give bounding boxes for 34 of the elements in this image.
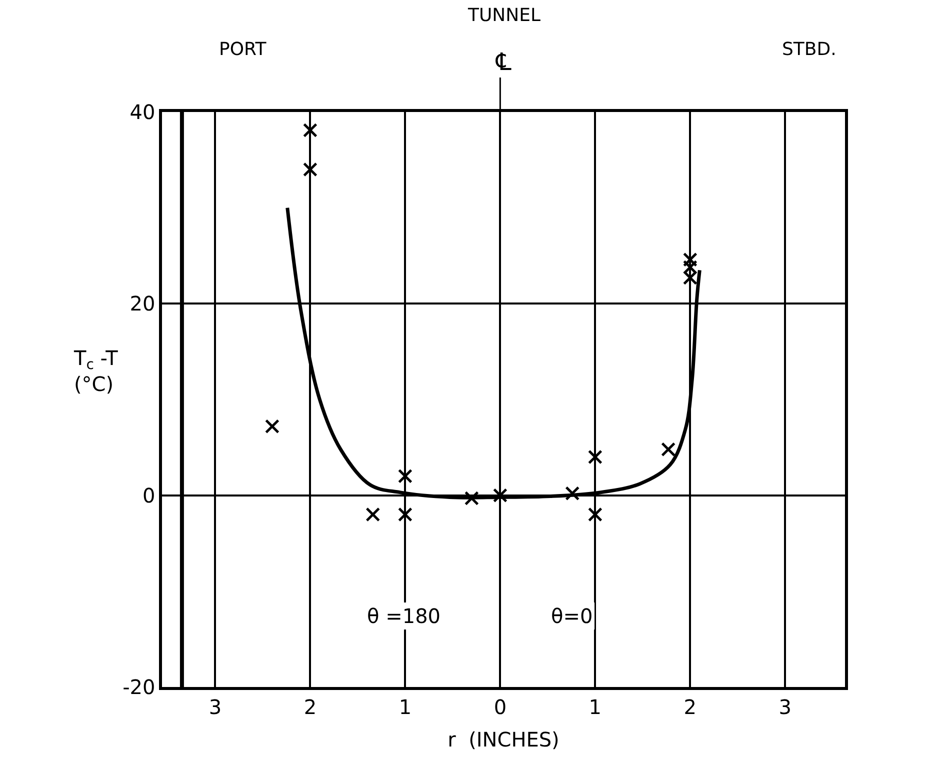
annotation: θ=0 — [551, 604, 593, 628]
text: ℄ — [495, 48, 512, 76]
annotation: θ =180 — [367, 604, 441, 628]
point — [464, 490, 479, 506]
point — [661, 442, 676, 457]
y-tick-label: 40 — [130, 100, 156, 124]
x-tick-label: 2 — [304, 694, 317, 719]
point — [588, 507, 602, 522]
point — [398, 507, 412, 522]
point — [302, 162, 318, 177]
x-axis-title: r (INCHES) — [448, 727, 560, 752]
y-tick-label: -20 — [122, 675, 156, 699]
point — [682, 260, 698, 274]
point — [264, 419, 280, 434]
y-tick-label: 0 — [142, 483, 156, 508]
point — [302, 122, 318, 138]
x-tick-label: 2 — [684, 694, 697, 719]
x-tick-label: 0 — [494, 694, 507, 719]
point — [565, 486, 580, 501]
point — [398, 468, 412, 484]
y-tick-label: 20 — [130, 292, 156, 316]
point — [682, 252, 698, 267]
point — [366, 507, 380, 522]
point — [492, 488, 508, 503]
text: PORT — [219, 39, 268, 60]
point — [682, 270, 698, 286]
x-tick-label: 1 — [588, 694, 602, 719]
y-axis-title: T$_{c}$ -T (°C) — [73, 346, 119, 396]
text: TUNNEL — [467, 5, 541, 26]
x-tick-label: 3 — [778, 694, 792, 719]
x-tick-label: 1 — [398, 694, 412, 719]
text: STBD. — [782, 39, 836, 60]
point — [588, 450, 602, 464]
x-tick-label: 3 — [208, 694, 222, 719]
